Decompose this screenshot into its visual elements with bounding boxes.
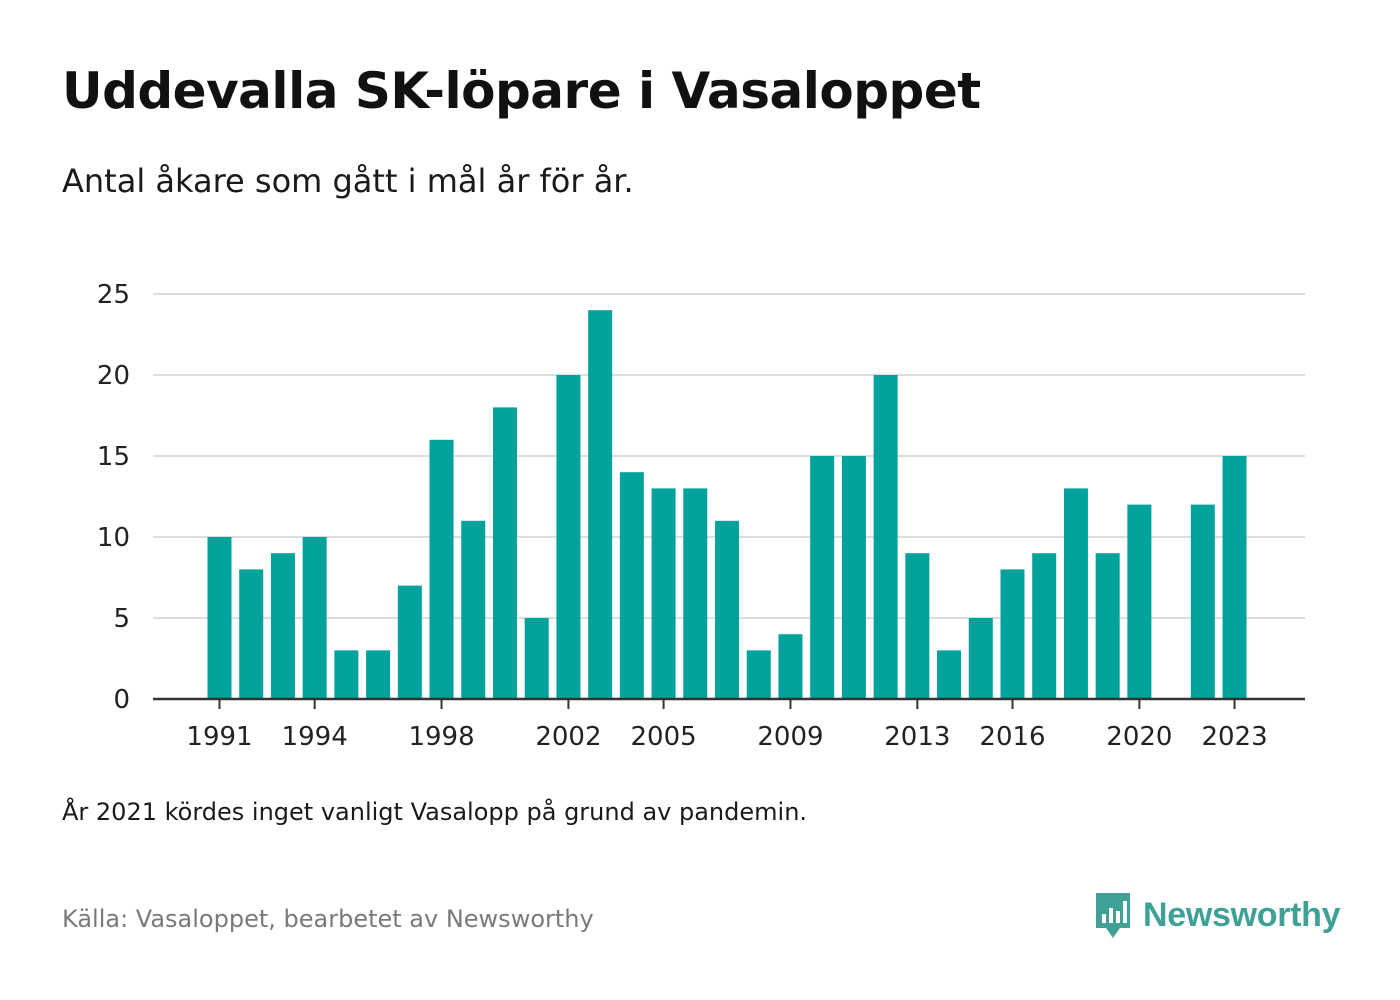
x-tick-label: 2013 [884,722,950,752]
bar-1995 [334,650,359,699]
x-tick-label: 1991 [186,722,252,752]
x-tick-label: 1998 [408,722,474,752]
brand-name: Newsworthy [1143,895,1341,934]
bar-2020 [1127,504,1152,699]
bar-1994 [302,537,327,699]
bar-2022 [1190,504,1215,699]
bar-2019 [1095,553,1120,699]
bar-2000 [492,407,517,699]
bar-2014 [937,650,962,699]
bar-1999 [461,520,486,699]
bar-2016 [1000,569,1025,699]
x-tick-label: 2020 [1106,722,1172,752]
x-tick-label: 1994 [282,722,348,752]
bar-1993 [270,553,295,699]
bar-2004 [619,472,644,699]
source-text: Källa: Vasaloppet, bearbetet av Newswort… [62,905,594,933]
x-tick-label: 2002 [535,722,601,752]
bar-2005 [651,488,676,699]
bar-1998 [429,439,454,699]
bars [207,310,1247,699]
y-tick-label: 25 [97,280,130,310]
newsworthy-logo-icon [1096,893,1130,938]
bar-2008 [746,650,771,699]
bar-2012 [873,375,898,699]
bar-2013 [905,553,930,699]
bar-2011 [841,456,866,699]
bar-1991 [207,537,232,699]
y-tick-label: 0 [113,685,130,715]
bar-2009 [778,634,803,699]
bar-2002 [556,375,581,699]
bar-1997 [397,585,422,699]
bar-2010 [810,456,835,699]
bar-2017 [1032,553,1057,699]
y-tick-label: 15 [97,442,130,472]
bar-2023 [1222,456,1247,699]
bar-2018 [1063,488,1088,699]
footnote: År 2021 kördes inget vanligt Vasalopp på… [62,798,808,826]
chart-title: Uddevalla SK-löpare i Vasaloppet [62,62,981,120]
chart-subtitle: Antal åkare som gått i mål år för år. [62,162,634,200]
brand-logo: Newsworthy [1093,890,1341,940]
x-axis [153,697,1305,709]
bar-chart: 0 5 10 15 20 25 1991 1994 1998 2002 2005 2009 2013 2… [97,280,1305,752]
y-tick-label: 5 [113,604,130,634]
x-tick-label: 2009 [757,722,823,752]
bar-2003 [588,310,613,699]
bar-1992 [239,569,264,699]
bar-2001 [524,618,549,699]
bar-2015 [968,618,993,699]
x-tick-label: 2023 [1201,722,1267,752]
x-tick-label: 2016 [979,722,1045,752]
y-tick-labels: 0 5 10 15 20 25 [97,280,130,715]
bar-1996 [366,650,391,699]
bar-2007 [715,520,740,699]
y-tick-label: 10 [97,523,130,553]
x-tick-label: 2005 [630,722,696,752]
bar-2006 [683,488,708,699]
y-tick-label: 20 [97,361,130,391]
x-tick-labels: 1991 1994 1998 2002 2005 2009 2013 2016 2020 2023 [186,722,1267,752]
